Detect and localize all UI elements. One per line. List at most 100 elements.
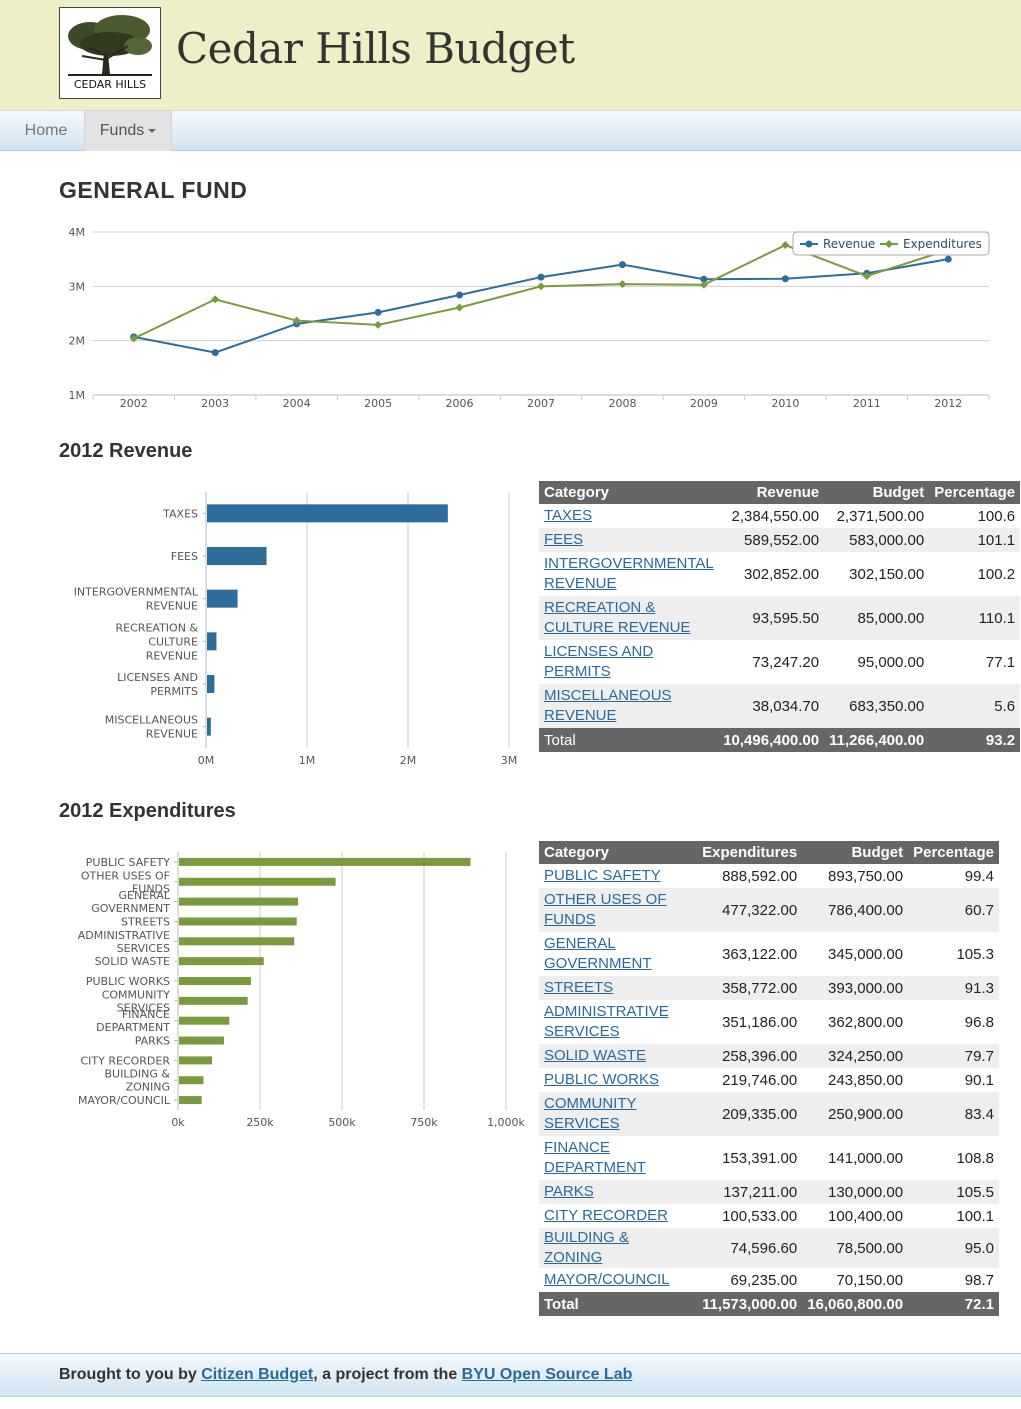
category-cell: GENERAL GOVERNMENT	[539, 932, 695, 976]
category-link[interactable]: PARKS	[544, 1183, 594, 1200]
x-tick-label: 2004	[283, 397, 311, 410]
actual-cell: 477,322.00	[694, 888, 803, 932]
table-row: CITY RECORDER 100,533.00 100,400.00 100.1	[539, 1204, 999, 1228]
revenue-point	[374, 308, 382, 316]
category-label: SERVICES	[117, 1001, 170, 1014]
x-tick-label: 2M	[400, 754, 417, 767]
category-cell: PARKS	[539, 1180, 695, 1204]
legend-expenditures-label: Expenditures	[903, 237, 982, 251]
category-cell: COMMUNITY SERVICES	[539, 1092, 695, 1136]
budget-cell: 302,150.00	[849, 565, 925, 583]
bar	[179, 897, 299, 906]
x-tick-label: 1,000k	[487, 1116, 525, 1129]
table-row: RECREATION & CULTURE REVENUE 93,595.50 85,…	[539, 596, 1021, 640]
actual-cell: 888,592.00	[722, 867, 798, 885]
x-tick-label: 2002	[120, 397, 148, 410]
percentage-cell: 100.1	[956, 1207, 994, 1225]
actual-cell: 219,746.00	[722, 1071, 798, 1089]
x-tick-label: 0M	[198, 754, 215, 767]
revenue-point	[537, 273, 545, 281]
budget-cell: 362,800.00	[828, 1013, 904, 1031]
category-link[interactable]: TAXES	[544, 507, 593, 524]
category-link[interactable]: FINANCE DEPARTMENT	[544, 1139, 646, 1176]
category-label: INTERGOVERNMENTAL	[74, 586, 199, 599]
category-label: MAYOR/COUNCIL	[78, 1094, 171, 1107]
expenditures-heading: 2012 Expenditures	[59, 800, 236, 822]
category-link[interactable]: GENERAL GOVERNMENT	[544, 935, 652, 972]
revenue-point	[618, 261, 626, 269]
category-label: STREETS	[121, 915, 170, 928]
expenditures-point	[374, 320, 383, 329]
category-cell: PUBLIC WORKS	[539, 1068, 695, 1092]
category-label: FINANCE	[122, 1008, 170, 1021]
category-link[interactable]: FEES	[544, 531, 584, 548]
x-tick-label: 0k	[171, 1116, 185, 1129]
fund-history-line-chart: 1M 2M 3M 4M 2002 2003 2004 2005 2006 2007 2008 2009…	[69, 226, 990, 410]
category-link[interactable]: LICENSES AND PERMITS	[544, 643, 654, 680]
category-cell: PUBLIC SAFETY	[539, 864, 695, 888]
x-tick-label: 2006	[446, 397, 474, 410]
table-row: MISCELLANEOUS REVENUE 38,034.70 683,350.00…	[539, 684, 1021, 728]
category-cell: CITY RECORDER	[539, 1204, 695, 1228]
actual-cell: 2,384,550.00	[731, 507, 820, 525]
actual-cell: 93,595.50	[718, 596, 825, 640]
y-tick-label: 2M	[69, 335, 86, 348]
bar	[179, 937, 295, 946]
percentage-cell: 105.5	[908, 1180, 999, 1204]
category-link[interactable]: PUBLIC SAFETY	[544, 867, 661, 884]
logo-text: CEDAR HILLS	[74, 78, 146, 91]
budget-cell: 243,850.00	[828, 1071, 904, 1089]
citizen-budget-link[interactable]: Citizen Budget	[201, 1366, 314, 1383]
category-label: REVENUE	[146, 728, 198, 741]
bar	[179, 857, 471, 866]
footer-credit: Brought to you by Citizen Budget, a proj…	[59, 1366, 632, 1384]
category-label: PUBLIC SAFETY	[86, 856, 170, 869]
actual-cell: 589,552.00	[718, 528, 825, 552]
category-link[interactable]: RECREATION & CULTURE REVENUE	[544, 599, 691, 636]
bar	[179, 917, 297, 926]
category-link[interactable]: ADMINISTRATIVE SERVICES	[544, 1003, 669, 1040]
percentage-cell: 108.8	[956, 1149, 994, 1167]
budget-cell: 85,000.00	[824, 596, 930, 640]
category-link[interactable]: BUILDING & ZONING	[544, 1229, 630, 1266]
expenditures-point	[455, 303, 464, 312]
bar	[207, 547, 267, 565]
category-label: OTHER USES OF	[81, 869, 170, 882]
category-label: FEES	[171, 550, 198, 563]
category-link[interactable]: CITY RECORDER	[544, 1207, 668, 1224]
budget-cell: 141,000.00	[828, 1149, 904, 1167]
bar	[179, 1076, 204, 1085]
x-tick-label: 2005	[364, 397, 392, 410]
expenditures-point	[537, 282, 545, 291]
category-link[interactable]: COMMUNITY SERVICES	[544, 1095, 637, 1132]
category-link[interactable]: OTHER USES OF FUNDS	[544, 891, 667, 928]
bar	[179, 1036, 225, 1045]
y-tick-label: 4M	[69, 226, 86, 239]
bar	[179, 977, 252, 985]
actual-cell: 258,396.00	[694, 1044, 803, 1068]
category-label: BUILDING &	[104, 1068, 170, 1081]
percentage-cell: 91.3	[908, 976, 999, 1000]
bar	[207, 717, 211, 736]
table-row: FEES 589,552.00 583,000.00 101.1	[539, 528, 1021, 552]
byu-open-source-lab-link[interactable]: BYU Open Source Lab	[461, 1366, 633, 1383]
category-link[interactable]: MISCELLANEOUS REVENUE	[544, 687, 672, 724]
x-tick-label: 500k	[328, 1116, 356, 1129]
nav-home-link[interactable]: Home	[13, 111, 79, 151]
category-link[interactable]: MAYOR/COUNCIL	[544, 1271, 670, 1288]
caret-down-icon	[148, 128, 157, 133]
actual-cell: 302,852.00	[744, 565, 820, 583]
cedar-hills-logo[interactable]: CEDAR HILLS	[59, 7, 161, 99]
footer-middle: , a project from the	[313, 1366, 462, 1383]
nav-funds-dropdown[interactable]: Funds	[84, 111, 172, 151]
category-cell: INTERGOVERNMENTAL REVENUE	[539, 552, 718, 596]
actual-cell: 100,533.00	[722, 1207, 798, 1225]
category-link[interactable]: INTERGOVERNMENTAL REVENUE	[544, 555, 714, 592]
category-link[interactable]: SOLID WASTE	[544, 1047, 646, 1064]
x-tick-label: 2012	[934, 397, 962, 410]
category-link[interactable]: PUBLIC WORKS	[544, 1071, 660, 1088]
category-label: RECREATION &	[116, 621, 199, 634]
table-row: SOLID WASTE 258,396.00 324,250.00 79.7	[539, 1044, 999, 1068]
category-link[interactable]: STREETS	[544, 979, 614, 996]
site-title[interactable]: Cedar Hills Budget	[176, 24, 575, 73]
